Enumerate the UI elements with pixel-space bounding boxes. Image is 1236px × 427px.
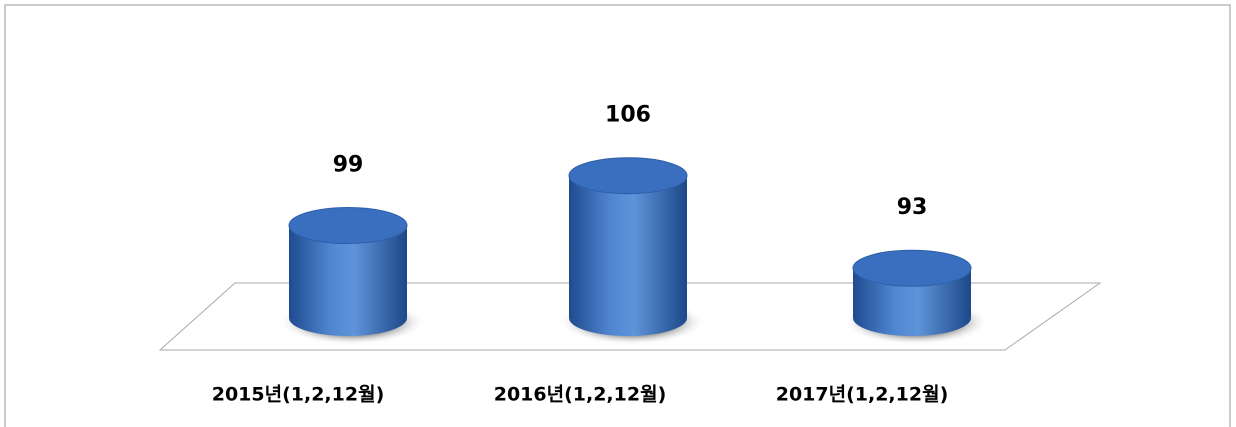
bar-top xyxy=(568,157,688,195)
bar-top xyxy=(852,249,972,287)
bar xyxy=(853,268,971,336)
bar xyxy=(569,175,687,336)
value-label: 106 xyxy=(605,103,651,128)
bar xyxy=(289,225,407,336)
x-tick-label: 2017년(1,2,12월) xyxy=(776,384,949,406)
value-label: 99 xyxy=(333,153,364,178)
x-tick-label: 2015년(1,2,12월) xyxy=(212,384,385,406)
x-tick-label: 2016년(1,2,12월) xyxy=(494,384,667,406)
frame xyxy=(4,4,1231,427)
value-label: 93 xyxy=(897,195,928,220)
bar-top xyxy=(288,207,408,244)
